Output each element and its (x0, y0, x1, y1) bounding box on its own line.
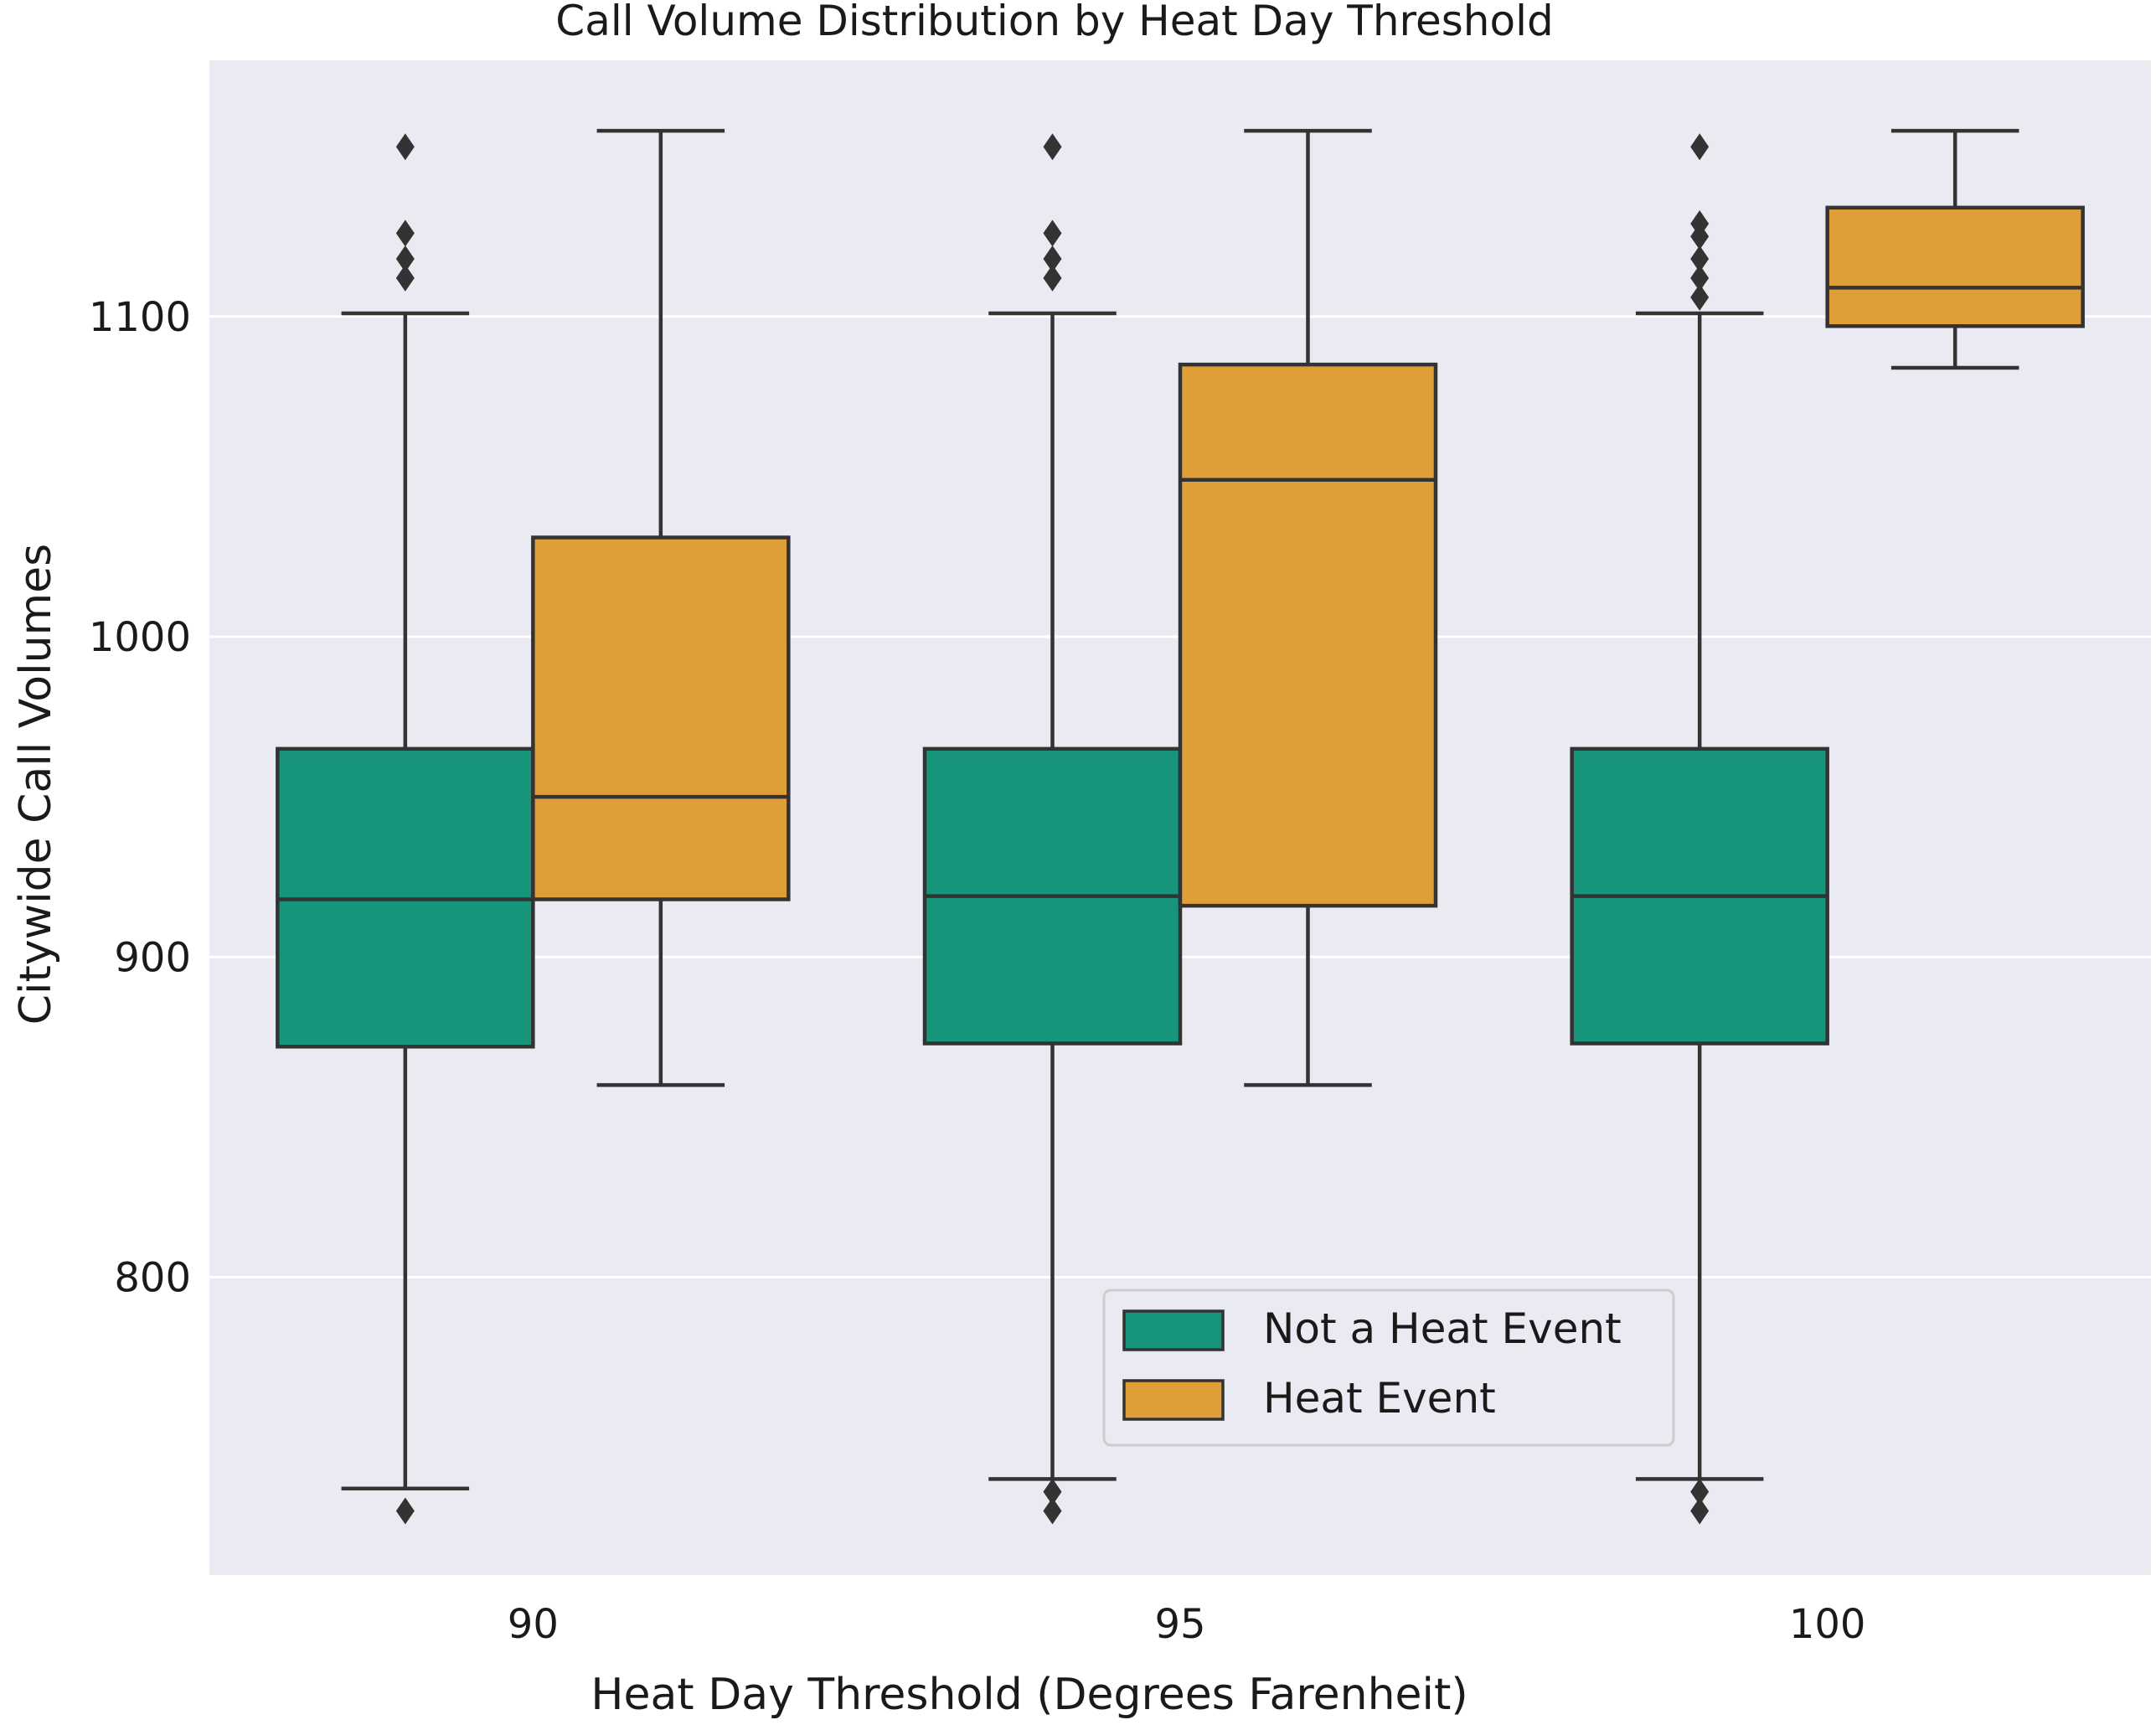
box-not-a-heat-event-90 (276, 133, 535, 1525)
y-tick-label: 900 (114, 934, 191, 981)
outlier-point (395, 219, 415, 247)
box-heat-event-100 (1825, 128, 2085, 370)
box-not-a-heat-event-100 (1570, 133, 1829, 1525)
outlier-point (1043, 1497, 1062, 1525)
outlier-point (1043, 133, 1062, 161)
legend-frame (1102, 1289, 1675, 1447)
outlier-point (395, 245, 415, 272)
outlier-point (1690, 1478, 1710, 1506)
outlier-point (1690, 245, 1710, 272)
box-iqr (1178, 362, 1438, 908)
outlier-point (1690, 133, 1710, 161)
legend-swatch (1122, 1379, 1225, 1421)
x-tick-label: 100 (1789, 1601, 1866, 1648)
box-heat-event-95 (1178, 128, 1438, 1087)
box-iqr (1825, 205, 2085, 328)
outlier-point (395, 133, 415, 161)
legend-label: Not a Heat Event (1263, 1304, 1622, 1353)
box-not-a-heat-event-95 (922, 133, 1183, 1525)
tick-labels: 800 900 1000 1100 90 95 100 (89, 294, 1866, 1648)
outlier-point (1043, 245, 1062, 272)
chart-title: Call Volume Distribution by Heat Day Thr… (555, 0, 1553, 45)
outlier-point (1690, 1497, 1710, 1525)
y-axis-label: Citywide Call Volumes (11, 544, 61, 1025)
outlier-point (1043, 1478, 1062, 1506)
legend-label: Heat Event (1263, 1374, 1496, 1423)
x-tick-label: 95 (1154, 1601, 1205, 1648)
outlier-point (395, 264, 415, 292)
outlier-point (1690, 264, 1710, 292)
box-layer (276, 128, 2085, 1525)
legend: Not a Heat Event Heat Event (1102, 1289, 1675, 1447)
y-tick-label: 800 (114, 1255, 191, 1302)
legend-swatch (1122, 1309, 1225, 1351)
box-heat-event-90 (531, 128, 791, 1087)
outlier-point (1043, 264, 1062, 292)
outlier-point (1690, 283, 1710, 311)
x-axis-label: Heat Day Threshold (Degrees Farenheit) (591, 1670, 1467, 1720)
outlier-point (1690, 209, 1710, 237)
outlier-point (395, 1497, 415, 1525)
box-iqr (531, 535, 791, 901)
y-tick-label: 1000 (89, 614, 191, 661)
x-tick-label: 90 (508, 1601, 559, 1648)
outlier-point (1043, 219, 1062, 247)
y-tick-label: 1100 (89, 294, 191, 341)
